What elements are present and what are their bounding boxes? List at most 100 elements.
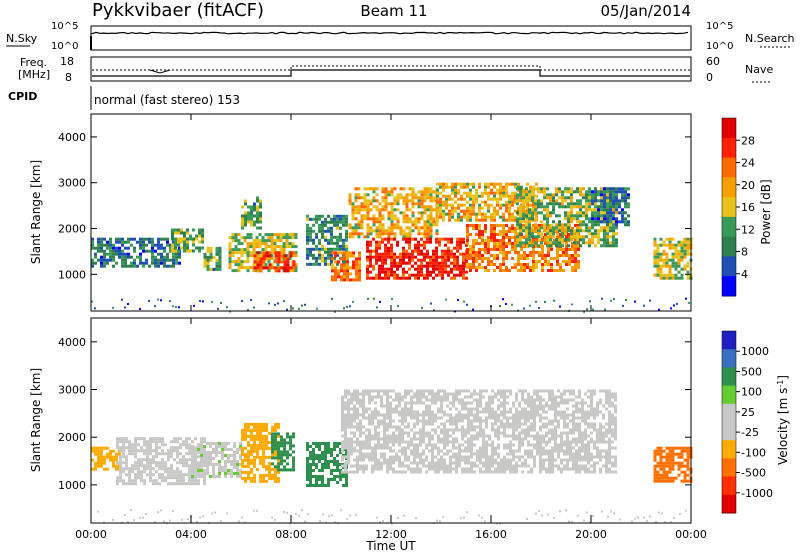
- data-cell: [478, 218, 481, 222]
- data-cell: [145, 243, 148, 247]
- data-cell: [535, 266, 538, 269]
- data-cell: [375, 255, 378, 259]
- data-cell: [161, 479, 164, 483]
- data-cell: [255, 242, 259, 246]
- data-cell: [363, 205, 367, 209]
- data-cell: [487, 185, 490, 189]
- data-cell: [414, 276, 417, 280]
- data-cell: [309, 235, 312, 239]
- data-cell: [212, 442, 215, 445]
- data-cell: [371, 449, 374, 453]
- data-cell: [218, 463, 221, 466]
- data-cell: [443, 395, 446, 399]
- data-cell: [149, 470, 152, 474]
- data-cell: [143, 467, 146, 471]
- data-cell: [410, 428, 413, 432]
- data-cell: [195, 234, 198, 238]
- data-cell: [443, 443, 446, 447]
- data-cell: [472, 182, 475, 186]
- data-cell: [405, 193, 409, 197]
- data-cell: [659, 270, 663, 274]
- data-cell: [366, 217, 370, 221]
- data-cell: [399, 229, 403, 233]
- data-cell: [345, 214, 348, 218]
- data-cell: [606, 217, 609, 221]
- data-cell: [479, 449, 482, 453]
- data-cell: [457, 191, 460, 195]
- data-cell: [662, 249, 666, 253]
- data-cell: [333, 469, 336, 472]
- data-cell: [395, 440, 398, 444]
- data-cell: [435, 255, 438, 259]
- data-cell: [407, 443, 410, 447]
- data-cell: [292, 468, 295, 472]
- data-cell: [151, 255, 154, 259]
- data-cell: [556, 263, 559, 266]
- data-cell: [182, 476, 185, 480]
- data-cell: [594, 214, 597, 218]
- data-cell: [505, 257, 508, 260]
- data-cell: [377, 467, 380, 471]
- data-cell: [384, 190, 388, 194]
- data-cell: [118, 249, 121, 253]
- data-cell: [347, 458, 350, 462]
- data-cell: [677, 252, 681, 256]
- data-cell: [478, 212, 481, 216]
- data-cell: [549, 202, 552, 206]
- data-cell: [386, 404, 389, 408]
- data-cell: [439, 203, 442, 207]
- data-cell: [258, 245, 262, 249]
- data-cell: [487, 257, 490, 260]
- data-cell: [94, 252, 97, 256]
- data-cell: [499, 248, 502, 251]
- data-cell: [416, 467, 419, 471]
- data-cell: [383, 425, 386, 429]
- data-cell: [393, 273, 396, 277]
- data-cell: [241, 428, 244, 432]
- data-cell: [276, 239, 280, 243]
- data-cell: [461, 449, 464, 453]
- data-cell: [502, 227, 505, 230]
- data-cell: [315, 214, 318, 218]
- data-cell: [369, 226, 373, 230]
- data-cell: [398, 470, 401, 474]
- data-cell: [582, 193, 585, 197]
- data-cell: [94, 461, 97, 465]
- data-cell: [315, 256, 318, 260]
- data-cell: [549, 199, 552, 203]
- data-cell: [656, 261, 660, 265]
- data-cell: [246, 254, 250, 258]
- data-cell: [215, 442, 218, 445]
- data-cell: [396, 202, 400, 206]
- data-cell: [333, 445, 336, 448]
- data-cell: [488, 437, 491, 441]
- data-cell: [600, 196, 603, 200]
- data-cell: [189, 249, 192, 253]
- data-cell: [217, 307, 219, 310]
- data-cell: [97, 455, 100, 459]
- data-cell: [318, 238, 321, 242]
- data-cell: [309, 478, 312, 481]
- data-cell: [411, 229, 415, 233]
- data-cell: [422, 437, 425, 441]
- data-cell: [157, 237, 160, 241]
- data-cell: [366, 202, 370, 206]
- data-cell: [411, 193, 415, 197]
- data-cell: [550, 227, 553, 230]
- data-cell: [520, 257, 523, 260]
- data-cell: [170, 464, 173, 468]
- data-cell: [514, 209, 517, 213]
- data-cell: [191, 479, 194, 483]
- data-cell: [618, 202, 621, 206]
- data-cell: [103, 455, 106, 459]
- data-cell: [268, 266, 272, 270]
- data-cell: [374, 455, 377, 459]
- data-cell: [312, 463, 315, 466]
- data-cell: [306, 457, 309, 460]
- data-cell: [535, 215, 538, 219]
- data-cell: [417, 270, 420, 274]
- data-cell: [464, 449, 467, 453]
- data-cell: [603, 205, 606, 209]
- data-cell: [405, 208, 409, 212]
- data-cell: [151, 252, 154, 256]
